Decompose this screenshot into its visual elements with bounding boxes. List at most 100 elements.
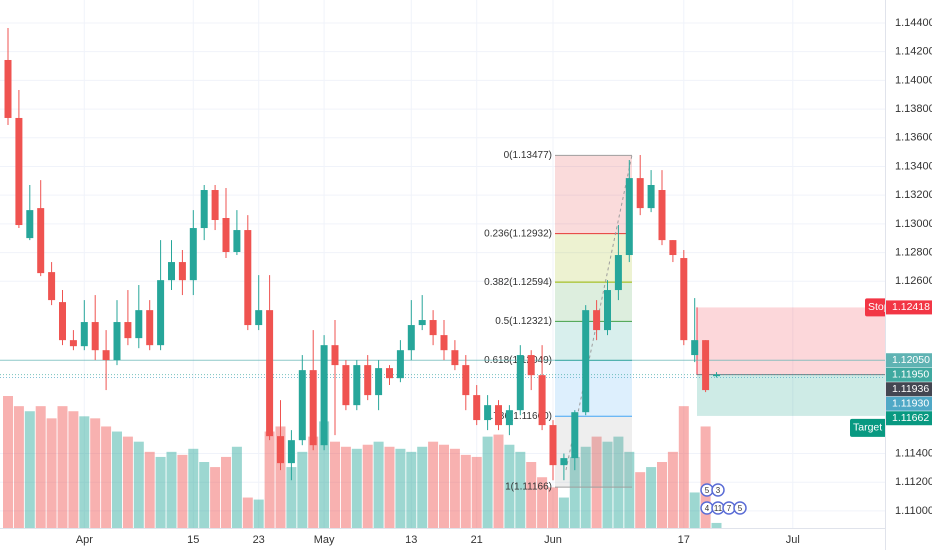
volume-bar bbox=[79, 416, 90, 528]
stop-zone bbox=[697, 307, 885, 375]
y-tick-label: 1.14000 bbox=[895, 74, 932, 86]
volume-bar bbox=[689, 492, 700, 528]
candle-body bbox=[364, 365, 372, 396]
volume-bar bbox=[678, 406, 689, 528]
candle-body bbox=[484, 405, 492, 421]
y-tick-label: 1.11400 bbox=[895, 447, 932, 459]
candle-body bbox=[37, 208, 45, 274]
volume-bar bbox=[646, 467, 657, 528]
price-badge bbox=[886, 353, 932, 368]
candle-body bbox=[135, 310, 143, 339]
x-tick-label: Jun bbox=[544, 534, 562, 546]
price-badge-label: 1.11936 bbox=[892, 383, 929, 395]
volume-bar bbox=[253, 499, 264, 528]
volume-bar bbox=[231, 446, 242, 528]
volume-bar bbox=[417, 446, 428, 528]
price-axis: 1.14400 1.14200 1.14000 1.13800 1.13600 1.134… bbox=[886, 17, 932, 517]
candle-body bbox=[233, 230, 241, 253]
candle-body bbox=[386, 368, 393, 379]
candle-body bbox=[69, 340, 77, 347]
candle-body bbox=[604, 290, 611, 331]
candle-body bbox=[636, 178, 644, 209]
candle-body bbox=[244, 230, 252, 326]
volume-bar bbox=[177, 454, 188, 528]
target-zone bbox=[697, 374, 885, 416]
volume-bar bbox=[166, 451, 177, 528]
candle-body bbox=[178, 262, 186, 281]
volume-bar bbox=[406, 451, 417, 528]
volume-bar bbox=[90, 418, 101, 528]
candle-body bbox=[582, 310, 590, 413]
volume-bar bbox=[558, 497, 569, 528]
candle-body bbox=[375, 368, 383, 396]
x-tick-label: 17 bbox=[678, 534, 690, 546]
candle-body bbox=[189, 228, 197, 281]
candle-body bbox=[451, 350, 459, 366]
plot-area: 0(1.13477) 0.236(1.12932) 0.382(1.12594) 0.… bbox=[0, 27, 885, 528]
fib-label: 0.236(1.12932) bbox=[484, 228, 552, 239]
event-count: 11 bbox=[714, 504, 723, 513]
volume-bar bbox=[35, 406, 46, 528]
fib-label: 0.5(1.12321) bbox=[495, 316, 552, 327]
volume-bar bbox=[362, 444, 373, 528]
price-badge-label: 1.12050 bbox=[892, 354, 930, 366]
candle-body bbox=[538, 375, 546, 426]
x-tick-label: 23 bbox=[253, 534, 265, 546]
candle-body bbox=[80, 322, 88, 347]
candle-body bbox=[527, 355, 535, 376]
candle-body bbox=[255, 310, 263, 326]
volume-bar bbox=[613, 436, 624, 528]
volume-bar bbox=[13, 406, 24, 528]
candle-body bbox=[287, 440, 295, 464]
volume-bar bbox=[68, 411, 79, 528]
x-tick-label: Apr bbox=[76, 534, 93, 546]
volume-bar bbox=[24, 411, 35, 528]
y-tick-label: 1.11000 bbox=[895, 505, 932, 517]
price-badge-label: 1.12418 bbox=[892, 301, 930, 313]
candle-body bbox=[298, 370, 306, 441]
candle-body bbox=[505, 410, 513, 426]
candle-body bbox=[59, 302, 66, 341]
y-tick-label: 1.13200 bbox=[895, 189, 932, 201]
x-tick-label: 15 bbox=[187, 534, 199, 546]
y-tick-label: 1.13800 bbox=[895, 103, 932, 115]
candle-body bbox=[353, 365, 361, 406]
candle-body bbox=[4, 59, 12, 118]
x-tick-label: Jul bbox=[786, 534, 800, 546]
stop-badge bbox=[865, 298, 885, 317]
volume-bar bbox=[112, 431, 122, 528]
candle-body bbox=[157, 280, 165, 346]
volume-bar bbox=[449, 448, 460, 528]
event-count: 4 bbox=[705, 504, 710, 513]
fib-zone bbox=[555, 155, 632, 234]
volume-bar bbox=[330, 441, 340, 528]
y-tick-label: 1.13400 bbox=[895, 160, 932, 172]
volume-bar bbox=[428, 441, 439, 528]
volume-bar bbox=[700, 426, 711, 528]
candle-body bbox=[669, 240, 677, 256]
volume-bar bbox=[515, 451, 526, 528]
candle-body bbox=[113, 322, 121, 361]
volume-bar bbox=[569, 456, 580, 528]
event-icon bbox=[711, 483, 725, 497]
volume-bar bbox=[221, 456, 231, 528]
candle-body bbox=[342, 365, 350, 406]
candle-body bbox=[549, 425, 557, 466]
candle-body bbox=[713, 374, 720, 377]
volume-bar bbox=[199, 462, 210, 528]
volume-bar bbox=[602, 441, 613, 528]
event-count: 3 bbox=[716, 486, 721, 495]
volume-bar bbox=[122, 436, 133, 528]
volume-bar bbox=[537, 477, 548, 528]
price-badge-label: 1.11950 bbox=[892, 369, 929, 381]
candle-body bbox=[200, 190, 208, 229]
volume-bar bbox=[460, 454, 471, 528]
volume-bar bbox=[133, 441, 144, 528]
volume-bar bbox=[210, 467, 221, 528]
volume-bar bbox=[297, 451, 308, 528]
candle-body bbox=[331, 345, 339, 366]
fib-zone bbox=[555, 416, 632, 488]
candle-body bbox=[222, 218, 230, 253]
candle-body bbox=[680, 258, 688, 341]
candle-body bbox=[702, 340, 710, 391]
